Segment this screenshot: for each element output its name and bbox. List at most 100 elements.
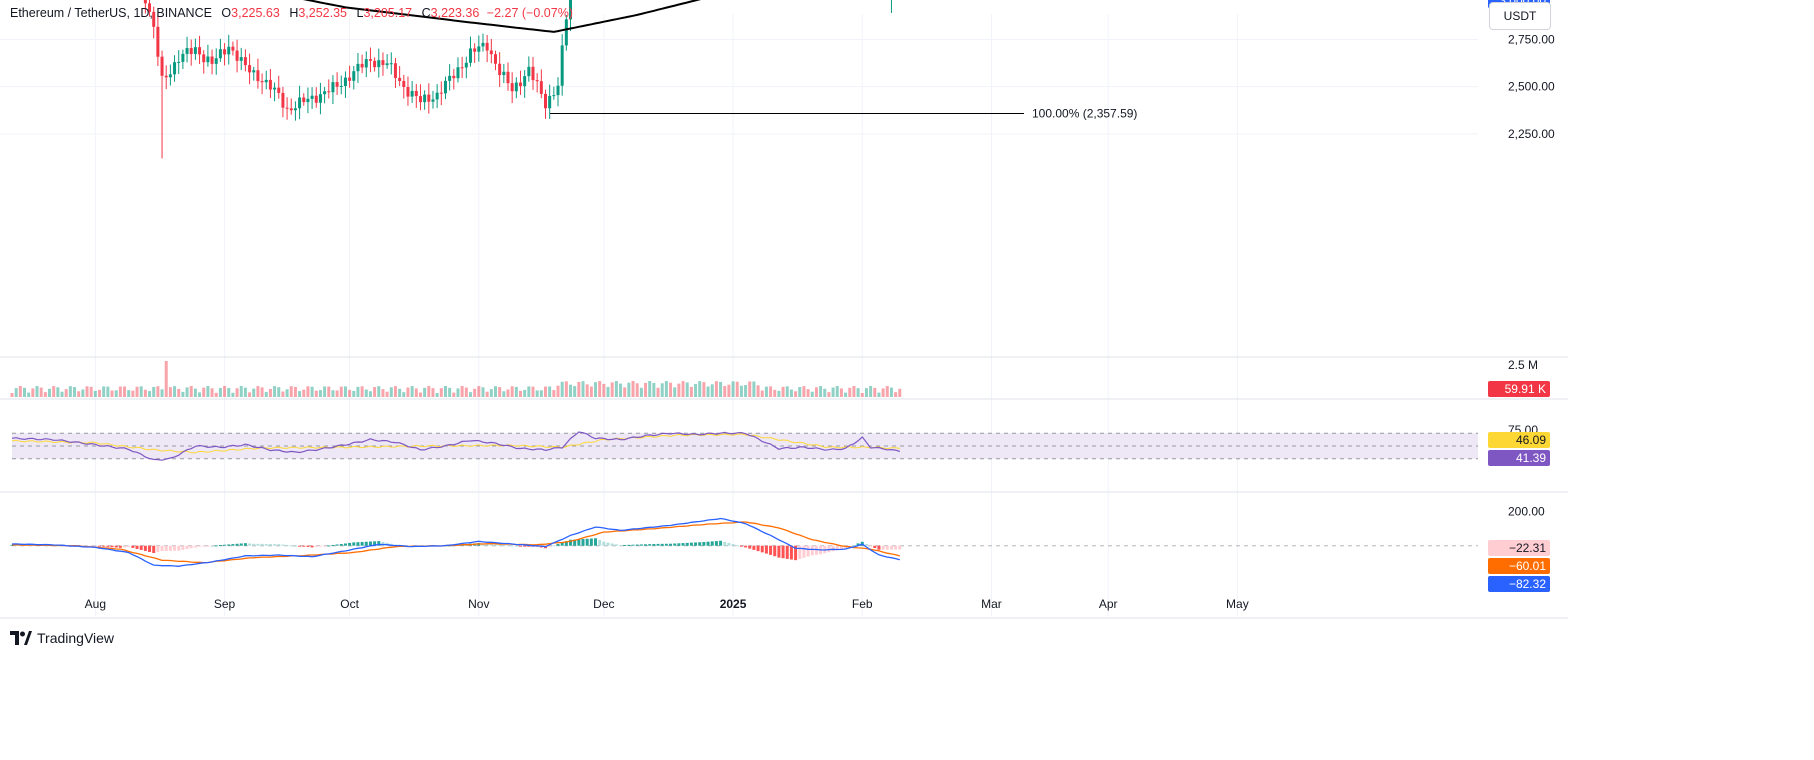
volume-bar: [852, 386, 856, 397]
volume-bar: [273, 386, 277, 397]
candle-body: [539, 81, 543, 94]
macd-histogram-bar: [694, 542, 698, 546]
candle-body: [514, 82, 518, 92]
symbol-title: Ethereum / TetherUS, 1D, BINANCE: [10, 6, 212, 20]
volume-bar: [677, 383, 681, 397]
macd-histogram-bar: [652, 544, 656, 546]
macd-histogram-bar: [764, 545, 768, 554]
volume-bar: [856, 388, 860, 397]
macd-histogram-bar: [585, 538, 589, 546]
candle-body: [402, 81, 406, 87]
volume-bar: [335, 390, 339, 397]
volume-bar: [68, 386, 72, 397]
volume-bar: [477, 386, 481, 397]
volume-bar: [869, 386, 873, 397]
volume-bar: [431, 388, 435, 397]
candle-body: [468, 48, 472, 63]
volume-bar: [606, 386, 610, 397]
time-tick-label: Apr: [1099, 597, 1118, 611]
macd-histogram-bar: [518, 545, 522, 547]
tradingview-logo[interactable]: TradingView: [10, 628, 114, 648]
volume-bar: [594, 382, 598, 397]
macd-histogram-bar: [706, 541, 710, 546]
volume-bar: [831, 387, 835, 397]
macd-histogram-bar: [864, 544, 868, 546]
macd-histogram-bar: [218, 545, 222, 547]
candle-body: [177, 61, 181, 63]
open-label: O: [221, 6, 232, 20]
macd-histogram-bar: [318, 545, 322, 547]
candle-body: [569, 0, 573, 20]
volume-bar: [127, 390, 131, 397]
candle-body: [489, 50, 493, 55]
volume-bar: [81, 389, 85, 397]
volume-bar: [298, 391, 302, 397]
volume-bar: [98, 389, 102, 397]
chart-canvas[interactable]: 0.00% (4,112.88)50.00% (3,235.24)100.00%…: [0, 0, 1568, 654]
macd-histogram-bar: [794, 545, 798, 561]
macd-histogram-bar: [619, 545, 623, 547]
volume-bar: [323, 386, 327, 397]
currency-button[interactable]: USDT: [1489, 2, 1551, 30]
close-label: C: [421, 6, 431, 20]
candle-body: [485, 42, 489, 51]
volume-bar: [360, 386, 364, 397]
volume-bar: [644, 382, 648, 397]
candle-body: [498, 63, 502, 76]
rsi-band: [12, 433, 1478, 459]
volume-bar: [402, 392, 406, 397]
volume-bar: [289, 386, 293, 397]
macd-histogram-bar: [493, 544, 497, 546]
time-axis[interactable]: Aug Sep Oct Nov Dec 2025 Feb Mar Apr May: [85, 597, 1249, 611]
volume-bar: [102, 386, 106, 397]
volume-bar: [623, 387, 627, 397]
volume-bar: [881, 388, 885, 397]
volume-bar: [160, 389, 164, 397]
volume-bar: [664, 381, 668, 397]
macd-histogram-bar: [881, 545, 885, 550]
macd-histogram-bar: [756, 545, 760, 552]
volume-bar: [368, 391, 372, 397]
volume-bar: [223, 386, 227, 397]
macd-histogram-bar: [839, 545, 843, 550]
macd-histogram-bar: [239, 543, 243, 546]
volume-bar: [468, 392, 472, 397]
candle-body: [252, 70, 256, 73]
candle-body: [256, 70, 260, 82]
macd-histogram-bar: [168, 545, 172, 551]
candle-body: [389, 63, 393, 65]
candle-body: [452, 75, 456, 79]
volume-bar: [610, 382, 614, 397]
volume-bar: [318, 390, 322, 397]
candle-body: [218, 49, 222, 59]
volume-bar: [177, 388, 181, 397]
macd-histogram-bar: [98, 545, 102, 547]
candle-body: [193, 47, 197, 54]
macd-histogram-bar: [127, 545, 131, 547]
volume-bar: [635, 383, 639, 397]
macd-histogram-bar: [348, 542, 352, 546]
volume-bar: [377, 386, 381, 397]
tag-macd-hist-bg: [1488, 540, 1550, 556]
volume-bar: [110, 390, 114, 397]
volume-bar: [569, 384, 573, 397]
pane-separators: [0, 356, 1568, 619]
volume-bar: [48, 388, 52, 397]
macd-histogram-bar: [898, 545, 902, 550]
macd-histogram-bar: [873, 545, 877, 549]
tag-rsi-ma: 46.09: [1516, 433, 1546, 447]
volume-bar: [548, 386, 552, 397]
tag-macd-hist: −22.31: [1509, 541, 1546, 555]
candle-body: [281, 92, 285, 108]
candle-body: [523, 76, 527, 87]
macd-histogram-bar: [139, 545, 143, 550]
candlestick-series: [143, 0, 892, 159]
macd-histogram-bar: [189, 545, 193, 549]
volume-bar: [473, 388, 477, 397]
symbol-legend[interactable]: Ethereum / TetherUS, 1D, BINANCE O3,225.…: [10, 6, 573, 20]
macd-histogram-bar: [114, 545, 118, 548]
macd-histogram-bar: [248, 543, 252, 546]
volume-bar: [406, 387, 410, 397]
volume-bar: [648, 381, 652, 397]
volume-bar: [139, 386, 143, 397]
